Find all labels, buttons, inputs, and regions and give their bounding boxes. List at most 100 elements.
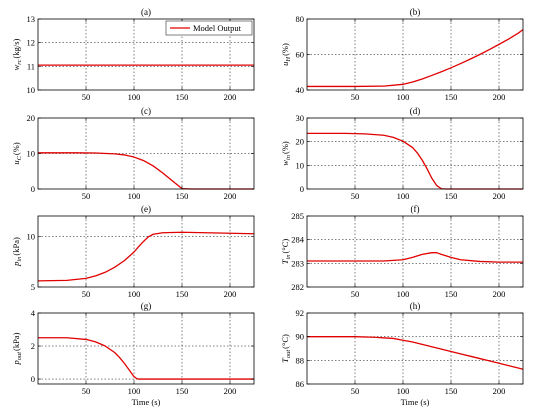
x-tick-label: 200 xyxy=(493,386,506,396)
y-axis-label-symbol: u xyxy=(280,62,290,66)
y-tick-label: 86 xyxy=(296,379,305,389)
chart-panel: (c) 50 100 150 200 0 10 20 uC(%) xyxy=(11,106,255,201)
y-axis-label-symbol: w xyxy=(11,64,21,70)
x-tick-label: 200 xyxy=(493,191,506,201)
x-tick-label: 150 xyxy=(176,386,189,396)
y-tick-label: 88 xyxy=(296,355,305,365)
y-axis-label: uH(%) xyxy=(280,43,292,66)
y-axis-label-unit: (%) xyxy=(11,142,21,155)
panel-label: (a) xyxy=(141,7,151,17)
x-tick-label: 50 xyxy=(351,289,360,299)
chart-panel: (d) 50 100 150 200 0 10 20 30 win(%) xyxy=(280,106,524,201)
panel-label: (d) xyxy=(410,106,421,116)
x-tick-label: 200 xyxy=(493,289,506,299)
plot-frame xyxy=(37,312,255,385)
y-axis-label: win(%) xyxy=(280,141,292,166)
y-axis-label-subscript: H xyxy=(285,57,292,63)
legend-box xyxy=(165,20,253,36)
y-axis-label-unit: (kg/s) xyxy=(11,38,21,58)
x-axis-label: Time (s) xyxy=(132,397,161,407)
chart-panel: (b) 50 100 150 200 40 60 80 uH(%) xyxy=(280,7,524,102)
y-axis-label-subscript: in xyxy=(285,155,292,160)
y-axis-label-subscript: rc xyxy=(16,59,23,64)
y-tick-label: 283 xyxy=(291,258,304,268)
y-tick-label: 92 xyxy=(296,308,305,318)
y-axis-label-subscript: C xyxy=(16,155,23,160)
y-axis-label: uC(%) xyxy=(11,142,23,165)
y-axis-label-unit: (%) xyxy=(280,43,290,56)
x-tick-label: 100 xyxy=(397,92,410,102)
y-tick-label: 5 xyxy=(31,282,35,292)
x-tick-label: 100 xyxy=(397,191,410,201)
x-tick-label: 150 xyxy=(445,191,458,201)
panel-label: (h) xyxy=(410,301,421,311)
y-axis-label-symbol: T xyxy=(280,258,290,264)
y-tick-label: 0 xyxy=(31,374,35,384)
chart-panel: (a) 50 100 150 200 10 11 12 13 wrc(kg/s) Model Out… xyxy=(11,7,255,102)
y-axis-label-unit: (kPa) xyxy=(11,237,21,256)
x-axis-label: Time (s) xyxy=(401,397,430,407)
x-tick-label: 50 xyxy=(82,92,91,102)
x-tick-label: 200 xyxy=(224,92,237,102)
y-axis-label-symbol: w xyxy=(280,160,290,166)
plot-frame xyxy=(306,117,524,190)
y-axis-label-unit: (kPa) xyxy=(11,332,21,351)
y-tick-label: 30 xyxy=(296,113,305,123)
x-tick-label: 150 xyxy=(176,92,189,102)
y-tick-label: 40 xyxy=(296,85,305,95)
y-tick-label: 0 xyxy=(31,184,35,194)
chart-panel: (h) 50 100 150 200 86 88 90 92 Tout(°C) Time (s) xyxy=(280,301,524,407)
x-tick-label: 150 xyxy=(445,386,458,396)
x-tick-label: 100 xyxy=(128,92,141,102)
series-line-model-output xyxy=(307,336,524,370)
x-tick-label: 200 xyxy=(493,92,506,102)
y-tick-label: 284 xyxy=(291,235,305,245)
x-tick-label: 150 xyxy=(445,289,458,299)
x-tick-label: 150 xyxy=(176,289,189,299)
y-tick-label: 10 xyxy=(27,231,36,241)
x-tick-label: 50 xyxy=(82,191,91,201)
y-axis-label-symbol: p xyxy=(11,360,21,365)
y-axis-label-subscript: in xyxy=(16,257,23,262)
x-tick-label: 100 xyxy=(128,191,141,201)
y-tick-label: 80 xyxy=(296,14,305,24)
y-tick-label: 10 xyxy=(296,160,305,170)
plot-frame xyxy=(306,215,524,288)
y-axis-label: Tout(°C) xyxy=(280,334,292,363)
legend-label: Model Output xyxy=(193,23,242,33)
y-tick-label: 20 xyxy=(27,113,36,123)
y-tick-label: 60 xyxy=(296,50,305,60)
y-tick-label: 0 xyxy=(300,184,304,194)
chart-panel: (f) 50 100 150 200 282 283 284 285 Tin(°C) xyxy=(280,204,524,299)
y-axis-label-subscript: out xyxy=(285,350,292,359)
x-tick-label: 150 xyxy=(445,92,458,102)
x-tick-label: 50 xyxy=(82,289,91,299)
y-axis-label: pin(kPa) xyxy=(11,237,23,267)
y-tick-label: 285 xyxy=(291,211,304,221)
series-line-model-output xyxy=(38,152,254,190)
y-tick-label: 12 xyxy=(27,38,36,48)
y-axis-label-unit: (°C) xyxy=(280,239,290,254)
series-line-model-output xyxy=(37,231,255,282)
plot-frame xyxy=(37,215,255,288)
y-tick-label: 90 xyxy=(296,332,305,342)
x-tick-label: 50 xyxy=(351,191,360,201)
y-axis-label: pout(kPa) xyxy=(11,332,23,365)
y-axis-label-subscript: in xyxy=(285,254,292,259)
x-tick-label: 150 xyxy=(176,191,189,201)
panel-label: (e) xyxy=(141,204,151,214)
x-tick-label: 200 xyxy=(224,191,237,201)
y-tick-label: 2 xyxy=(31,341,35,351)
chart-panel: (g) 50 100 150 200 0 2 4 pout(kPa) Time (s) xyxy=(11,301,255,407)
panel-label: (g) xyxy=(141,301,152,311)
x-tick-label: 100 xyxy=(128,289,141,299)
plot-frame xyxy=(306,312,524,385)
x-tick-label: 100 xyxy=(397,289,410,299)
x-tick-label: 200 xyxy=(224,289,237,299)
y-tick-label: 282 xyxy=(291,282,304,292)
x-tick-label: 50 xyxy=(351,92,360,102)
y-tick-label: 13 xyxy=(27,14,36,24)
series-line-model-output xyxy=(38,337,254,380)
x-tick-label: 200 xyxy=(224,386,237,396)
plot-frame xyxy=(37,18,255,91)
